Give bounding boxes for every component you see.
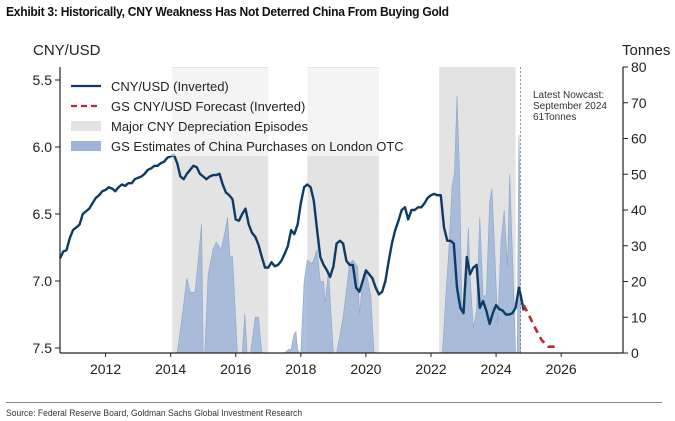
right-tick-label: 0 [631,345,639,361]
legend-label-purchases: GS Estimates of China Purchases on Londo… [111,139,404,154]
nowcast-annotation: Latest Nowcast: September 2024 61Tonnes [533,90,607,123]
left-tick-label: 6.5 [33,206,53,222]
right-axis-ticks: 0 10 20 30 40 50 60 70 80 [623,59,647,361]
cny-line-layer [58,153,560,348]
right-tick-label: 80 [631,59,647,75]
chart: 2012 2014 2016 2018 2020 2022 2024 2026 5.5 6.0 6… [33,42,671,377]
cny-usd-line [58,153,525,326]
source-note: Source: Federal Reserve Board, Goldman S… [6,408,303,419]
legend-swatch-episodes [71,121,101,131]
annotation-line-2: September 2024 [533,101,607,112]
right-tick-label: 50 [631,166,647,182]
x-tick-label: 2024 [481,361,512,377]
chart-title: Exhibit 3: Historically, CNY Weakness Ha… [6,4,449,19]
x-tick-label: 2016 [220,361,251,377]
legend-swatch-purchases [71,141,101,151]
x-tick-label: 2018 [285,361,316,377]
legend-label-cny: CNY/USD (Inverted) [111,79,229,94]
left-tick-label: 7.0 [33,273,53,289]
cny-forecast-line [522,304,560,348]
right-tick-label: 30 [631,238,647,254]
left-tick-label: 7.5 [33,340,53,356]
legend: CNY/USD (Inverted) GS CNY/USD Forecast (… [62,68,404,156]
legend-label-episodes: Major CNY Depreciation Episodes [111,119,309,134]
right-tick-label: 40 [631,202,647,218]
right-tick-label: 10 [631,309,647,325]
legend-label-forecast: GS CNY/USD Forecast (Inverted) [111,99,305,114]
right-tick-label: 20 [631,274,647,290]
left-axis-title: CNY/USD [33,42,101,59]
purchases-area [176,95,521,354]
x-axis-ticks: 2012 2014 2016 2018 2020 2022 2024 2026 [90,353,577,377]
footer-divider [6,402,662,403]
x-tick-label: 2022 [415,361,446,377]
right-tick-label: 70 [631,95,647,111]
x-tick-label: 2012 [90,361,121,377]
x-tick-label: 2020 [350,361,381,377]
right-axis-title: Tonnes [622,42,670,59]
x-tick-label: 2014 [155,361,186,377]
left-tick-label: 5.5 [33,72,53,88]
left-axis-ticks: 5.5 6.0 6.5 7.0 7.5 [33,72,60,356]
legend-background [62,68,387,156]
x-tick-label: 2026 [546,361,577,377]
purchases-area-layer [176,95,521,354]
left-tick-label: 6.0 [33,139,53,155]
annotation-line-3: 61Tonnes [533,112,576,123]
annotation-line-1: Latest Nowcast: [533,90,604,101]
right-tick-label: 60 [631,131,647,147]
